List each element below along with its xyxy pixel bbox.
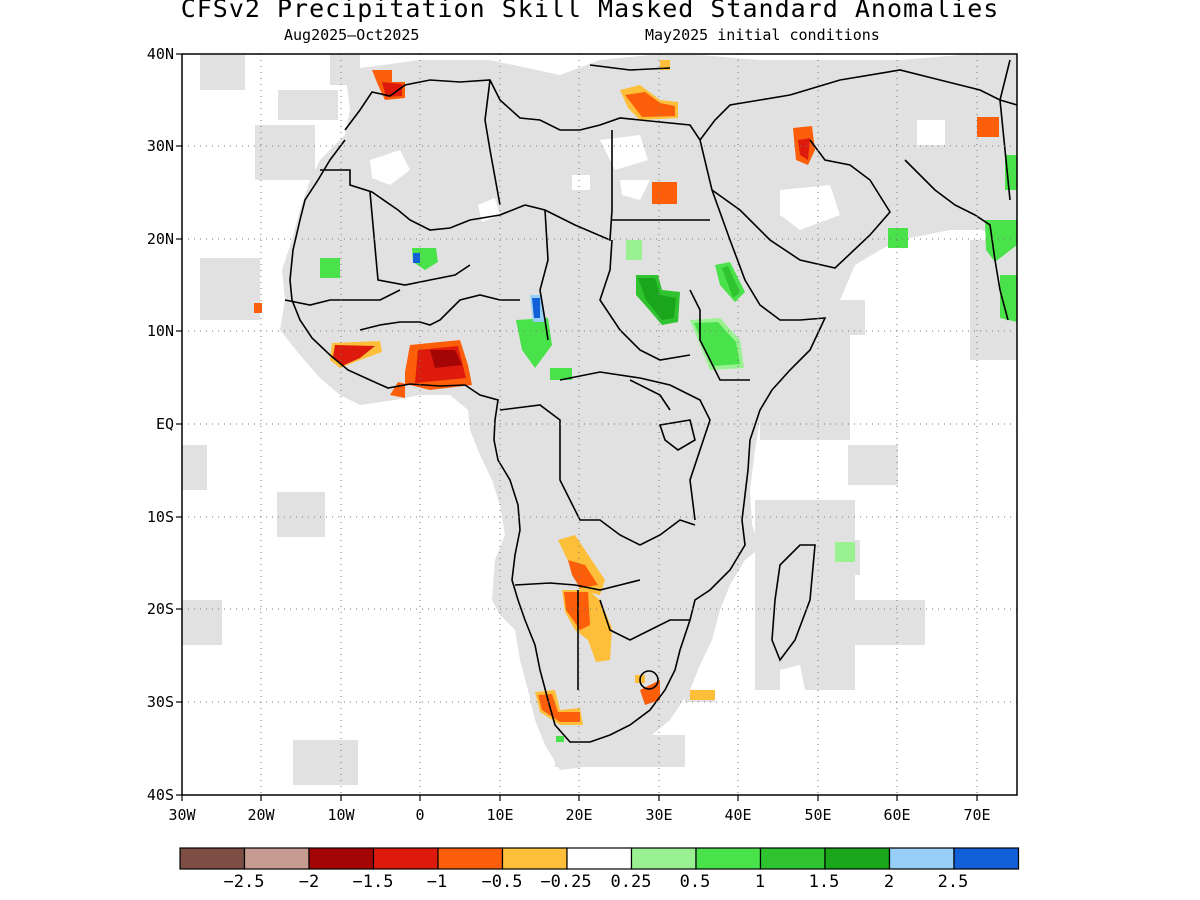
lon-label-40e: 40E [724,806,752,824]
colorbar-label: −2.5 [223,872,265,892]
lat-label-30n: 30N [146,137,174,155]
colorbar-swatch [372,847,439,870]
lat-label-40s: 40S [146,786,174,804]
initial-conditions-label: May2025 initial conditions [645,26,880,44]
colorbar-swatch [759,847,826,870]
colorbar-label: 0.25 [610,872,652,892]
lon-label-0: 0 [415,806,425,824]
colorbar-swatch [824,847,891,870]
season-label: Aug2025–Oct2025 [284,26,420,44]
colorbar-swatch [566,847,633,870]
land-mask [280,55,1017,770]
lat-label-10n: 10N [146,322,174,340]
lon-label-60e: 60E [883,806,911,824]
colorbar-label: −1 [426,872,448,892]
chart-title: CFSv2 Precipitation Skill Masked Standar… [180,0,1000,23]
colorbar-label: −0.5 [481,872,523,892]
lon-label-30w: 30W [168,806,196,824]
colorbar-swatch [243,847,310,870]
negative-anomaly-areas [254,60,999,725]
lat-label-20n: 20N [146,230,174,248]
lat-label-40n: 40N [146,45,174,63]
colorbar-label: −2 [298,872,320,892]
lon-label-10e: 10E [486,806,514,824]
colorbar-label: 2.5 [937,872,969,892]
colorbar-swatch [888,847,955,870]
colorbar-label: 2 [883,872,895,892]
lon-label-10w: 10W [327,806,355,824]
colorbar-label: −0.25 [540,872,592,892]
lat-label-30s: 30S [146,693,174,711]
colorbar-swatch [630,847,697,870]
positive-anomaly-areas [320,155,1017,742]
colorbar-label: −1.5 [352,872,394,892]
lon-label-50e: 50E [804,806,832,824]
lat-label-eq: EQ [155,415,174,433]
lon-label-70e: 70E [963,806,991,824]
axis-ticks [176,53,978,801]
colorbar-swatch [695,847,762,870]
lat-label-10s: 10S [146,508,174,526]
colorbar-swatch [437,847,504,870]
colorbar-swatch [953,847,1020,870]
lon-label-30e: 30E [645,806,673,824]
colorbar-swatch [179,847,246,870]
colorbar [179,847,1020,870]
lat-label-20s: 20S [146,600,174,618]
coastlines-and-borders [284,59,1017,743]
colorbar-label: 1 [754,872,766,892]
colorbar-label: 1.5 [808,872,840,892]
lon-label-20e: 20E [565,806,593,824]
colorbar-label: 0.5 [679,872,711,892]
skilled-near-zero [370,120,945,690]
colorbar-swatch [501,847,568,870]
lon-label-20w: 20W [247,806,275,824]
colorbar-swatch [308,847,375,870]
